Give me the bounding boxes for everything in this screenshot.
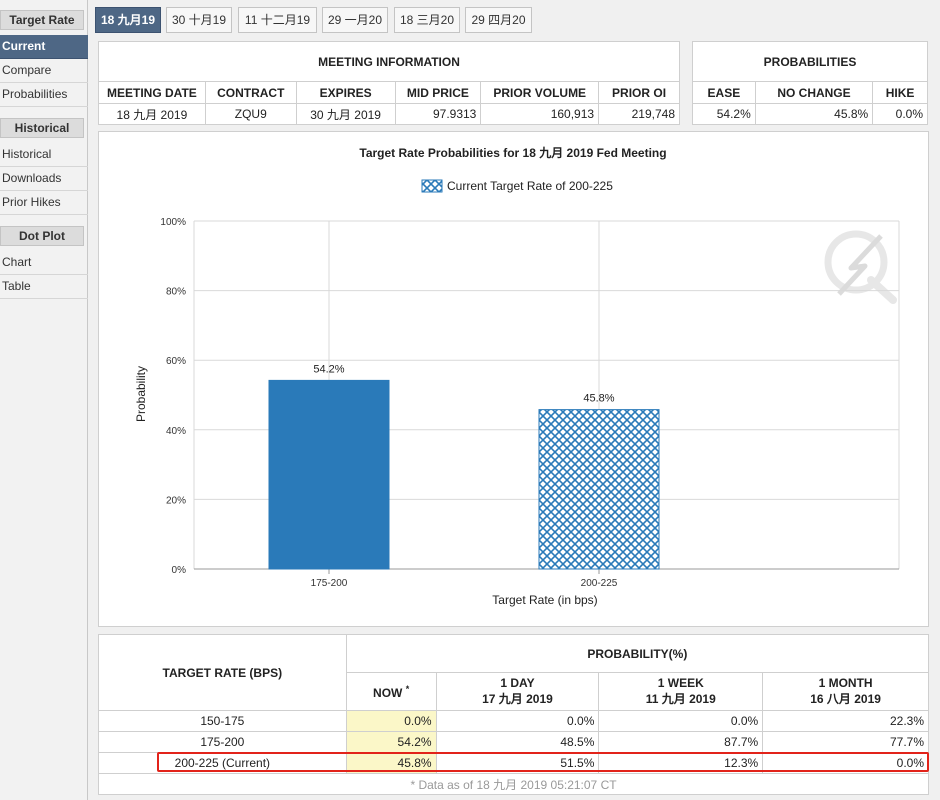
watermark-logo-icon <box>824 230 897 304</box>
y-tick-label: 80% <box>166 287 186 298</box>
month-cell: 0.0% <box>762 752 929 774</box>
tab-meeting-1[interactable]: 18 九月19 <box>95 7 161 33</box>
header-1-week: 1 WEEK 11 九月 2019 <box>598 672 764 711</box>
month-cell: 77.7% <box>762 731 929 753</box>
sidebar-item-probabilities[interactable]: Probabilities <box>0 83 88 107</box>
header-meeting-date: MEETING DATE <box>98 81 206 104</box>
header-now-mark: * <box>405 683 410 694</box>
rate-probability-table: TARGET RATE (BPS) PROBABILITY(%) NOW * 1… <box>98 634 930 795</box>
week-cell: 12.3% <box>598 752 764 774</box>
now-cell: 54.2% <box>345 731 437 753</box>
data-label: 54.2% <box>313 363 344 375</box>
sidebar-section-historical: Historical <box>0 118 84 138</box>
legend-swatch <box>421 179 443 193</box>
mid-price-value: 97.9313 <box>394 103 482 125</box>
table-row: 150-175 0.0% 0.0% 0.0% 22.3% <box>98 710 929 732</box>
chart-title: Target Rate Probabilities for 18 九月 2019… <box>359 145 666 160</box>
hike-value: 0.0% <box>872 103 928 125</box>
now-cell: 0.0% <box>345 710 437 732</box>
day-cell: 48.5% <box>435 731 600 753</box>
rate-cell: 175-200 <box>98 731 347 753</box>
meeting-info-table: MEETING INFORMATION MEETING DATE CONTRAC… <box>98 41 680 125</box>
week-cell: 0.0% <box>598 710 764 732</box>
x-axis-label: Target Rate (in bps) <box>492 593 597 607</box>
legend-label: Current Target Rate of 200-225 <box>447 179 613 193</box>
month-cell: 22.3% <box>762 710 929 732</box>
header-mid-price: MID PRICE <box>394 81 482 104</box>
tab-meeting-2[interactable]: 30 十月19 <box>166 7 232 33</box>
day-cell: 0.0% <box>435 710 600 732</box>
data-label: 45.8% <box>583 393 614 405</box>
table-row-current: 200-225 (Current) 45.8% 51.5% 12.3% 0.0% <box>98 752 929 774</box>
header-1-week-line1: 1 WEEK <box>657 676 704 690</box>
sidebar-item-chart[interactable]: Chart <box>0 251 88 275</box>
tab-meeting-6[interactable]: 29 四月20 <box>465 7 532 33</box>
header-prior-oi: PRIOR OI <box>598 81 680 104</box>
sidebar-item-compare[interactable]: Compare <box>0 59 88 83</box>
chart-panel: Target Rate Probabilities for 18 九月 2019… <box>98 131 929 627</box>
header-no-change: NO CHANGE <box>754 81 874 104</box>
header-target-rate: TARGET RATE (BPS) <box>98 634 347 711</box>
prior-oi-value: 219,748 <box>598 103 680 125</box>
y-tick-label: 0% <box>172 565 187 576</box>
no-change-value: 45.8% <box>754 103 874 125</box>
sidebar-item-table[interactable]: Table <box>0 275 88 299</box>
sidebar-section-target-rate: Target Rate <box>0 10 84 30</box>
meeting-info-caption: MEETING INFORMATION <box>98 41 680 82</box>
header-contract: CONTRACT <box>204 81 297 104</box>
y-tick-label: 20% <box>166 495 186 506</box>
tab-meeting-3[interactable]: 11 十二月19 <box>238 7 317 33</box>
tab-meeting-5[interactable]: 18 三月20 <box>394 7 460 33</box>
header-now: NOW * <box>345 672 437 711</box>
header-expires: EXPIRES <box>295 81 396 104</box>
rate-cell: 200-225 (Current) <box>98 752 347 774</box>
meeting-date-value: 18 九月 2019 <box>98 103 206 125</box>
x-tick-label: 175-200 <box>311 578 348 589</box>
header-1-day: 1 DAY 17 九月 2019 <box>435 672 600 711</box>
week-cell: 87.7% <box>598 731 764 753</box>
ease-value: 54.2% <box>692 103 756 125</box>
header-1-day-line2: 17 九月 2019 <box>482 692 553 706</box>
probability-chart: Target Rate Probabilities for 18 九月 2019… <box>134 145 900 607</box>
bar-175-200 <box>268 379 390 570</box>
bar-200-225 <box>538 409 660 570</box>
sidebar-section-dot-plot: Dot Plot <box>0 226 84 246</box>
rate-cell: 150-175 <box>98 710 347 732</box>
y-axis-label: Probability <box>134 366 148 422</box>
sidebar-item-downloads[interactable]: Downloads <box>0 167 88 191</box>
sidebar-item-prior-hikes[interactable]: Prior Hikes <box>0 191 88 215</box>
now-cell: 45.8% <box>345 752 437 774</box>
sidebar-item-current[interactable]: Current <box>0 35 88 59</box>
main-content: 18 九月19 30 十月19 11 十二月19 29 一月20 18 三月20… <box>88 0 940 800</box>
probabilities-caption: PROBABILITIES <box>692 41 928 82</box>
y-tick-label: 40% <box>166 426 186 437</box>
header-ease: EASE <box>692 81 756 104</box>
table-row: 175-200 54.2% 48.5% 87.7% 77.7% <box>98 731 929 753</box>
header-now-label: NOW <box>373 685 403 700</box>
x-tick-label: 200-225 <box>581 578 618 589</box>
header-1-month: 1 MONTH 16 八月 2019 <box>762 672 929 711</box>
header-1-day-line1: 1 DAY <box>500 676 535 690</box>
header-hike: HIKE <box>872 81 928 104</box>
sidebar: Target Rate Current Compare Probabilitie… <box>0 0 88 800</box>
prior-volume-value: 160,913 <box>480 103 600 125</box>
header-1-month-line2: 16 八月 2019 <box>810 692 881 706</box>
header-probability: PROBABILITY(%) <box>345 634 930 673</box>
probabilities-table: PROBABILITIES EASE NO CHANGE HIKE 54.2% … <box>692 41 928 125</box>
header-1-week-line2: 11 九月 2019 <box>645 692 716 706</box>
y-tick-label: 60% <box>166 356 186 367</box>
header-prior-volume: PRIOR VOLUME <box>480 81 600 104</box>
contract-value: ZQU9 <box>204 103 297 125</box>
sidebar-item-historical[interactable]: Historical <box>0 143 88 167</box>
day-cell: 51.5% <box>435 752 600 774</box>
data-timestamp-footnote: * Data as of 18 九月 2019 05:21:07 CT <box>98 773 929 795</box>
tab-meeting-4[interactable]: 29 一月20 <box>322 7 388 33</box>
header-1-month-line1: 1 MONTH <box>818 676 873 690</box>
y-tick-label: 100% <box>160 217 186 228</box>
expires-value: 30 九月 2019 <box>295 103 396 125</box>
